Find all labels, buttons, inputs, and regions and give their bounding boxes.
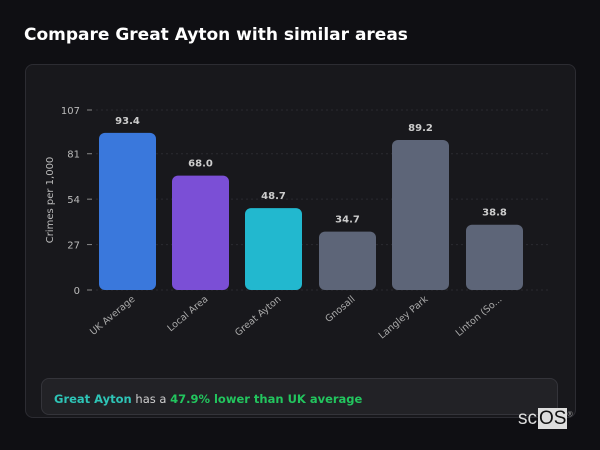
x-tick-label: Gnosall bbox=[323, 294, 357, 325]
data-label: 89.2 bbox=[408, 123, 433, 134]
y-tick-label: 54 bbox=[67, 195, 80, 206]
page-title: Compare Great Ayton with similar areas bbox=[24, 25, 408, 45]
y-tick-label: 107 bbox=[61, 106, 80, 117]
y-axis-label: Crimes per 1,000 bbox=[45, 157, 56, 244]
data-label: 48.7 bbox=[261, 191, 286, 202]
summary-text: has a bbox=[131, 392, 171, 406]
x-tick-label: Great Ayton bbox=[233, 294, 283, 339]
bar bbox=[466, 224, 523, 290]
data-label: 68.0 bbox=[188, 159, 213, 170]
summary-place: Great Ayton bbox=[54, 392, 132, 406]
data-label: 38.8 bbox=[482, 208, 507, 219]
summary-highlight: 47.9% lower than UK average bbox=[170, 392, 363, 406]
summary-box: Great Ayton has a 47.9% lower than UK av… bbox=[41, 378, 558, 415]
x-tick-label: UK Average bbox=[88, 294, 137, 338]
bar bbox=[319, 231, 376, 290]
x-tick-label: Local Area bbox=[165, 294, 210, 334]
bar bbox=[392, 139, 449, 290]
bar bbox=[245, 208, 302, 290]
bar bbox=[99, 132, 156, 290]
y-tick-label: 81 bbox=[67, 150, 80, 161]
logo-mark: ® bbox=[567, 411, 573, 419]
scos-logo: sc OS® bbox=[517, 408, 573, 430]
logo-text-os: OS bbox=[538, 408, 568, 429]
y-tick-label: 0 bbox=[74, 286, 80, 297]
data-label: 34.7 bbox=[335, 215, 360, 226]
bar bbox=[172, 175, 229, 290]
x-tick-label: Langley Park bbox=[377, 294, 431, 342]
data-label: 93.4 bbox=[115, 116, 140, 127]
y-tick-label: 27 bbox=[67, 241, 80, 252]
x-tick-label: Linton (So... bbox=[454, 294, 505, 339]
logo-text: sc bbox=[518, 408, 537, 429]
